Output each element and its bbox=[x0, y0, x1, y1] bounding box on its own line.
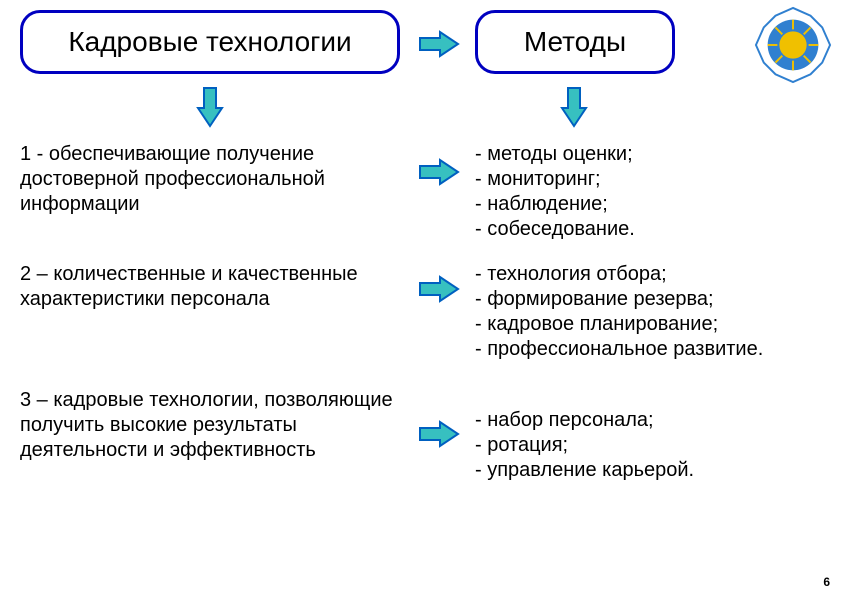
arrow-right-icon bbox=[418, 420, 460, 453]
left-item-1: 1 - обеспечивающие получение достоверной… bbox=[20, 142, 400, 217]
right-item-3: - набор персонала; - ротация; - управлен… bbox=[475, 408, 815, 483]
list-line: - формирование резерва; bbox=[475, 287, 815, 312]
list-line: - методы оценки; bbox=[475, 142, 815, 167]
right-item-2: - технология отбора; - формирование резе… bbox=[475, 262, 815, 362]
emblem-icon bbox=[754, 6, 832, 84]
header-left-label: Кадровые технологии bbox=[68, 26, 351, 58]
header-box-left: Кадровые технологии bbox=[20, 10, 400, 74]
list-line: - управление карьерой. bbox=[475, 458, 815, 483]
list-line: - наблюдение; bbox=[475, 192, 815, 217]
list-line: - ротация; bbox=[475, 433, 815, 458]
arrow-down-icon bbox=[560, 86, 588, 133]
list-line: - кадровое планирование; bbox=[475, 312, 815, 337]
arrow-right-icon bbox=[418, 158, 460, 191]
list-line: - профессиональное развитие. bbox=[475, 337, 815, 362]
left-item-2: 2 – количественные и качественные характ… bbox=[20, 262, 410, 312]
header-box-right: Методы bbox=[475, 10, 675, 74]
list-line: - собеседование. bbox=[475, 217, 815, 242]
right-item-1: - методы оценки; - мониторинг; - наблюде… bbox=[475, 142, 815, 242]
list-line: - набор персонала; bbox=[475, 408, 815, 433]
arrow-right-icon bbox=[418, 30, 460, 63]
list-line: - мониторинг; bbox=[475, 167, 815, 192]
left-item-3: 3 – кадровые технологии, позволяющие пол… bbox=[20, 388, 400, 463]
header-right-label: Методы bbox=[524, 26, 626, 58]
arrow-right-icon bbox=[418, 275, 460, 308]
list-line: - технология отбора; bbox=[475, 262, 815, 287]
page-number: 6 bbox=[823, 575, 830, 589]
arrow-down-icon bbox=[196, 86, 224, 133]
